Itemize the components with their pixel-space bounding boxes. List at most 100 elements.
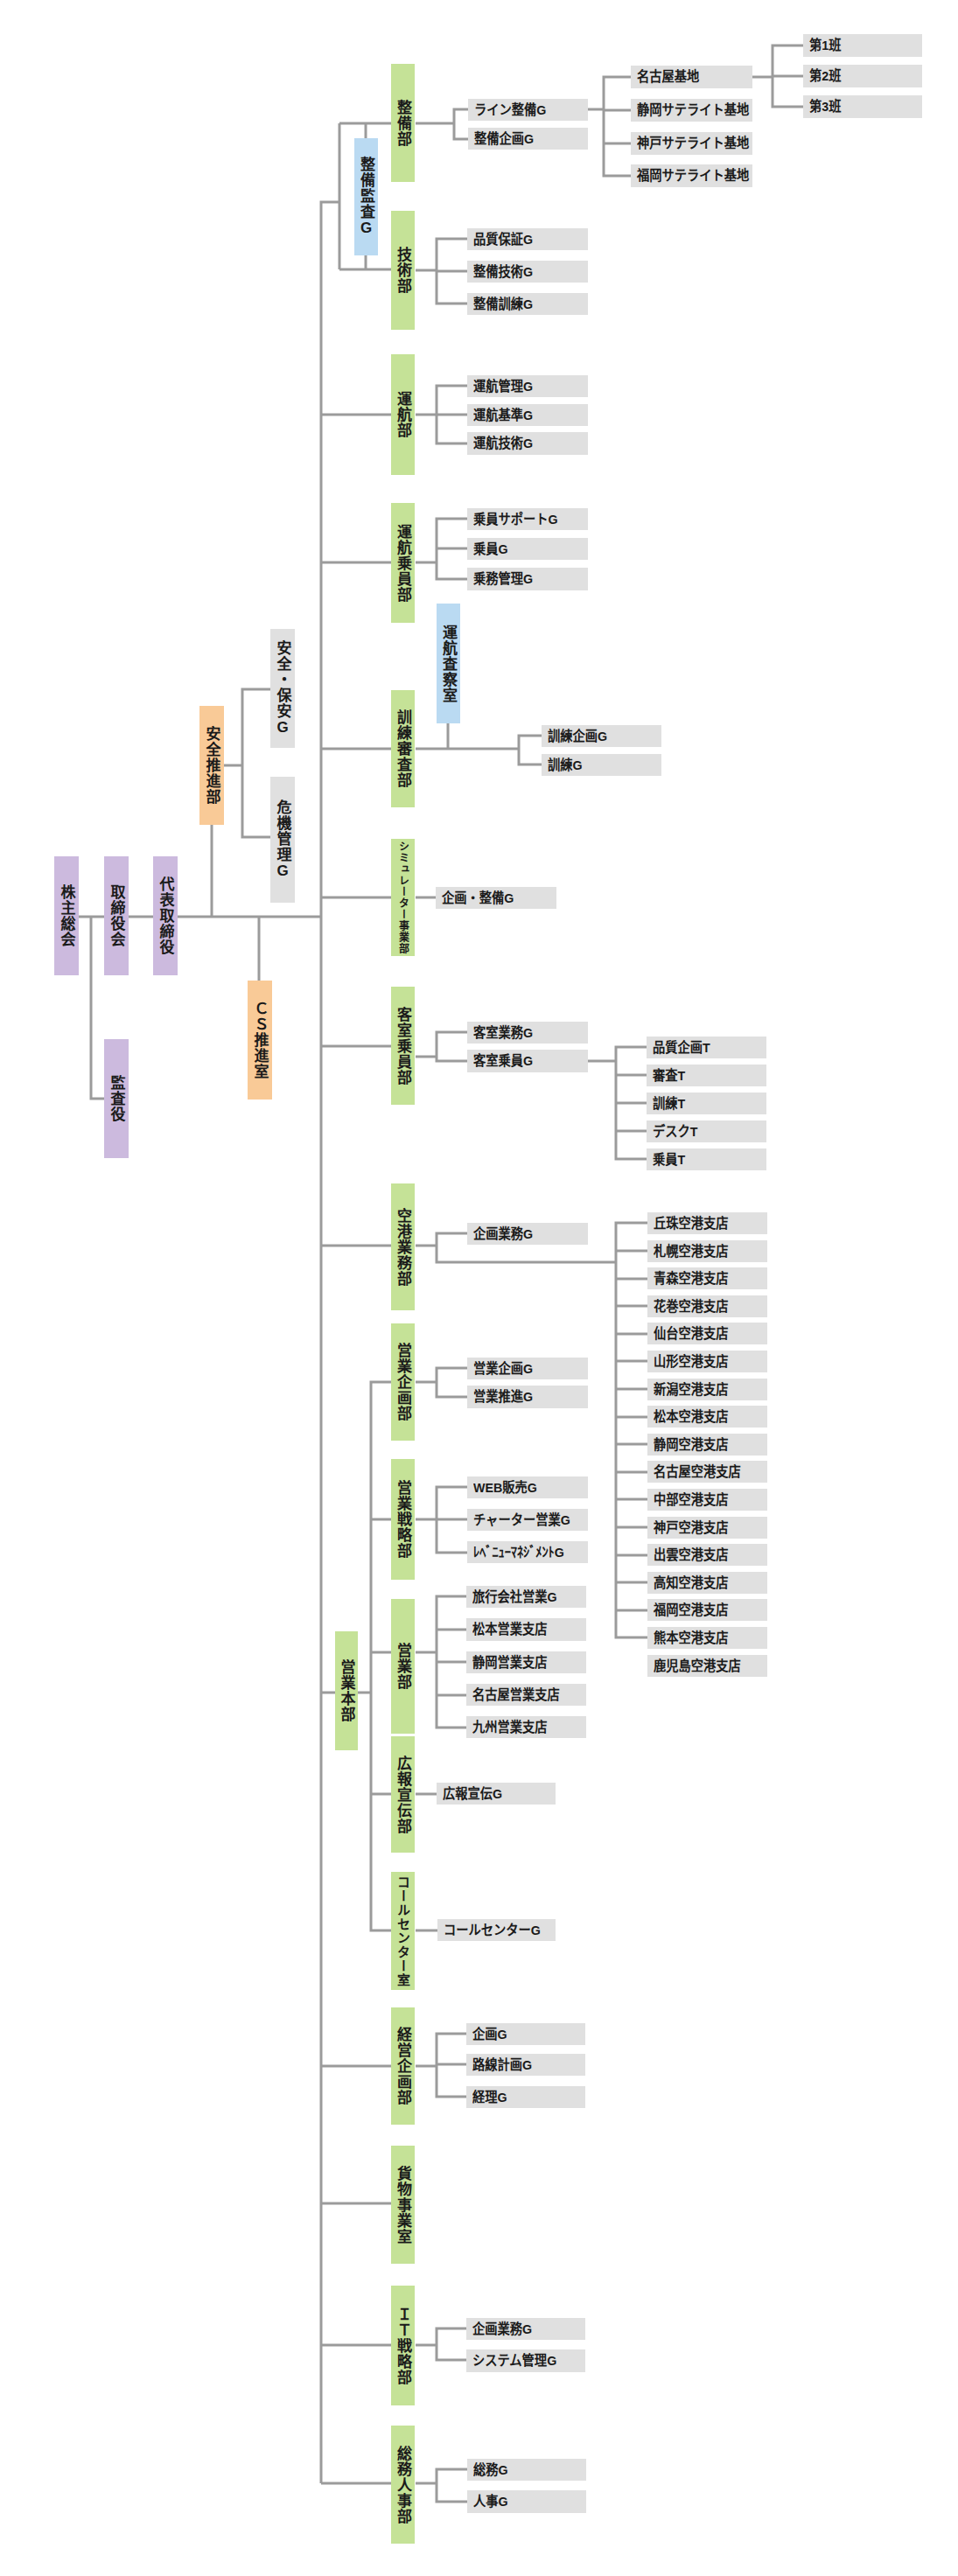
node-label: 客室乗員部 — [395, 1007, 410, 1086]
node-label: コールセンターG — [444, 1923, 541, 1937]
node-kumamoto-airport-branch: 熊本空港支店 — [647, 1627, 767, 1649]
node-label: デスクT — [653, 1125, 697, 1139]
node-label: 企画・整備G — [442, 891, 514, 905]
node-label: 静岡営業支店 — [472, 1656, 548, 1670]
node-it-strategy-dept: ＩＴ戦略部 — [391, 2286, 415, 2405]
node-label: 企画G — [472, 2028, 507, 2042]
node-label: 乗務管理G — [473, 572, 533, 586]
node-label: 神戸空港支店 — [654, 1521, 729, 1535]
node-label: システム管理G — [472, 2354, 556, 2368]
node-okadama-airport-branch: 丘珠空港支店 — [647, 1212, 767, 1234]
node-label: 整備企画G — [474, 132, 534, 146]
node-label: 名古屋営業支店 — [472, 1688, 560, 1702]
node-airport-services-dept: 空港業務部 — [391, 1183, 415, 1310]
node-general-affairs-group: 総務G — [467, 2459, 586, 2481]
node-label: 整備技術G — [473, 265, 533, 279]
node-label: チャーター営業G — [473, 1513, 570, 1527]
node-label: 貨物事業室 — [395, 2166, 410, 2244]
node-sapporo-airport-branch: 札幌空港支店 — [647, 1240, 767, 1262]
node-label: 総務G — [473, 2463, 508, 2477]
node-route-planning-group: 路線計画G — [466, 2054, 585, 2076]
node-maintenance-dept: 整備部 — [391, 64, 415, 182]
node-crisis-management-group: 危機管理G — [270, 777, 295, 903]
node-label: 空港業務部 — [395, 1208, 410, 1287]
node-shareholders-meeting: 株主総会 — [54, 856, 79, 975]
node-label: 札幌空港支店 — [654, 1245, 729, 1259]
node-label: 高知空港支店 — [654, 1576, 729, 1590]
node-cargo-business-office: 貨物事業室 — [391, 2146, 415, 2264]
node-quality-planning-team: 品質企画T — [647, 1037, 766, 1058]
node-label: 松本営業支店 — [472, 1623, 548, 1637]
node-sales-planning-dept: 営業企画部 — [391, 1323, 415, 1441]
node-kobe-satellite-base: 神戸サテライト基地 — [631, 132, 752, 155]
node-label: 第3班 — [809, 100, 841, 114]
node-crew-group: 乗員G — [467, 538, 588, 560]
node-call-center-group: コールセンターG — [437, 1919, 556, 1941]
node-label: コールセンター室 — [396, 1875, 409, 1987]
node-planning-maintenance-group: 企画・整備G — [436, 887, 556, 909]
node-pr-advertising-dept: 広報宣伝部 — [391, 1736, 415, 1853]
node-shizuoka-airport-branch: 静岡空港支店 — [647, 1434, 767, 1456]
node-label: 運航技術G — [473, 436, 533, 450]
node-label: 人事G — [473, 2495, 508, 2509]
node-label: 松本空港支店 — [654, 1410, 729, 1424]
node-label: 九州営業支店 — [472, 1721, 548, 1735]
node-label: 客室乗員G — [473, 1054, 533, 1068]
node-kobe-airport-branch: 神戸空港支店 — [647, 1517, 767, 1539]
node-label: WEB販売G — [473, 1481, 537, 1495]
node-general-affairs-hr-dept: 総務人事部 — [391, 2426, 415, 2544]
node-label: 営業戦略部 — [395, 1480, 410, 1559]
node-call-center-office: コールセンター室 — [391, 1872, 415, 1990]
node-yamagata-airport-branch: 山形空港支店 — [647, 1351, 767, 1372]
node-hr-group: 人事G — [467, 2490, 586, 2513]
node-safety-security-group: 安全・保安G — [270, 629, 295, 748]
node-sales-strategy-dept: 営業戦略部 — [391, 1459, 415, 1580]
node-label: 運航管理G — [473, 380, 533, 394]
node-label: シミュレーター事業部 — [398, 841, 409, 954]
node-kyushu-sales-branch: 九州営業支店 — [466, 1716, 586, 1738]
node-maintenance-audit-group: 整備監査G — [354, 138, 378, 255]
node-label: 安全推進部 — [205, 726, 220, 805]
node-label: 新潟空港支店 — [654, 1383, 729, 1397]
node-team-1: 第1班 — [803, 34, 922, 57]
node-crew-administration-group: 乗務管理G — [467, 568, 588, 590]
node-label: 技術部 — [395, 247, 410, 294]
node-it-planning-services-group: 企画業務G — [466, 2318, 585, 2340]
node-label: 整備部 — [395, 100, 410, 147]
node-label: 営業企画部 — [395, 1343, 410, 1421]
node-sendai-airport-branch: 仙台空港支店 — [647, 1323, 767, 1344]
node-cabin-crew-dept: 客室乗員部 — [391, 987, 415, 1105]
org-chart: 株主総会取締役会代表取締役監査役安全推進部ＣＳ推進室安全・保安G危機管理G整備監… — [0, 0, 958, 2576]
node-label: 旅行会社営業G — [472, 1590, 557, 1604]
node-label: 青森空港支店 — [654, 1272, 729, 1286]
node-label: 運航乗員部 — [395, 524, 410, 603]
node-desk-team: デスクT — [647, 1120, 766, 1142]
node-nagoya-airport-branch: 名古屋空港支店 — [647, 1461, 767, 1483]
node-izumo-airport-branch: 出雲空港支店 — [647, 1544, 767, 1566]
node-chubu-airport-branch: 中部空港支店 — [647, 1489, 767, 1511]
node-examination-team: 審査T — [647, 1065, 766, 1086]
node-label: 運航基準G — [473, 408, 533, 422]
node-training-examination-dept: 訓練審査部 — [391, 690, 415, 807]
node-engineering-dept: 技術部 — [391, 211, 415, 330]
node-label: 経理G — [472, 2091, 507, 2105]
node-label: 監査役 — [109, 1075, 124, 1122]
node-fukuoka-satellite-base: 福岡サテライト基地 — [631, 164, 752, 187]
node-label: ﾚﾍﾞﾆｭｰﾏﾈｼﾞﾒﾝﾄG — [473, 1546, 564, 1560]
node-label: 運航査察室 — [441, 625, 456, 703]
node-label: 訓練G — [548, 758, 583, 772]
node-training-planning-group: 訓練企画G — [542, 725, 661, 747]
node-operations-management-group: 運航管理G — [467, 375, 588, 397]
node-team-2: 第2班 — [803, 65, 922, 87]
node-label: 整備監査G — [359, 157, 374, 237]
node-safety-promotion-dept: 安全推進部 — [199, 706, 224, 825]
node-label: 営業企画G — [473, 1362, 533, 1376]
node-label: 企画業務G — [472, 2322, 532, 2336]
node-flight-operations-dept: 運航部 — [391, 354, 415, 475]
node-shizuoka-satellite-base: 静岡サテライト基地 — [631, 99, 752, 122]
node-label: 名古屋空港支店 — [654, 1465, 741, 1479]
node-label: 訓練審査部 — [395, 709, 410, 788]
node-label: 品質保証G — [473, 233, 533, 247]
node-cabin-crew-group: 客室乗員G — [467, 1050, 588, 1072]
node-label: 乗員G — [473, 542, 508, 556]
